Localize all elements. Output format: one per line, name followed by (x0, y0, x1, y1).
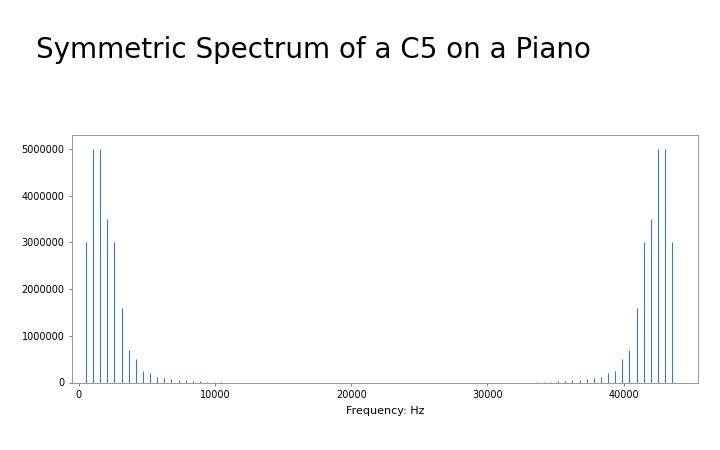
Text: Symmetric Spectrum of a C5 on a Piano: Symmetric Spectrum of a C5 on a Piano (36, 36, 591, 64)
X-axis label: Frequency: Hz: Frequency: Hz (346, 406, 425, 416)
